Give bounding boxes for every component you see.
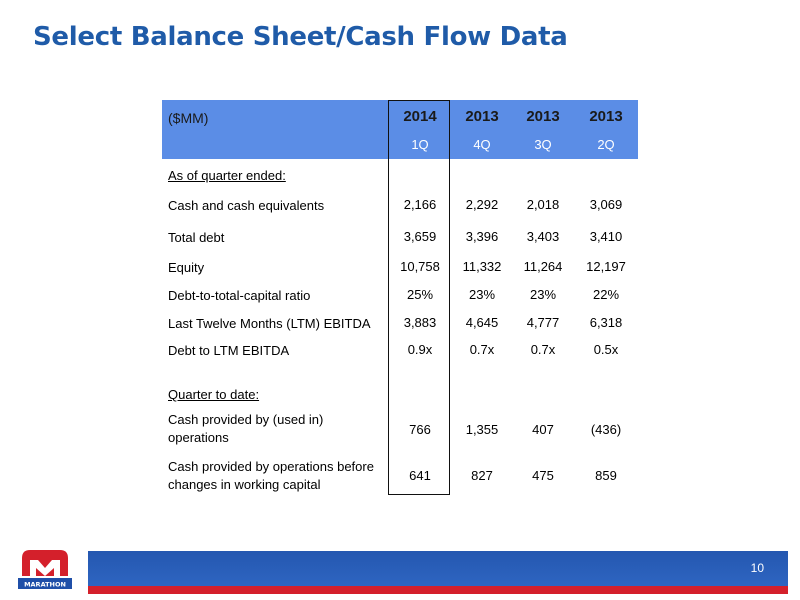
cell-value: 25%: [390, 287, 450, 302]
page-title: Select Balance Sheet/Cash Flow Data: [33, 22, 568, 52]
table-header: ($MM) 2014 2013 2013 2013 1Q 4Q 3Q 2Q: [162, 100, 638, 159]
cell-value: 22%: [574, 287, 638, 302]
row-label: Total debt: [168, 229, 383, 247]
data-table: ($MM) 2014 2013 2013 2013 1Q 4Q 3Q 2Q As…: [162, 100, 638, 501]
cell-value: 10,758: [390, 259, 450, 274]
cell-value: 6,318: [574, 315, 638, 330]
cell-value: 641: [390, 468, 450, 483]
row-label: Cash provided by (used in) operations: [168, 411, 358, 447]
cell-value: 859: [574, 468, 638, 483]
cell-value: 23%: [452, 287, 512, 302]
cell-value: 0.7x: [511, 342, 575, 357]
row-label: Cash and cash equivalents: [168, 197, 383, 215]
row-label: Debt to LTM EBITDA: [168, 342, 383, 360]
page-number: 10: [751, 561, 764, 575]
cell-value: (436): [574, 422, 638, 437]
column-quarter: 1Q: [390, 137, 450, 152]
column-quarter: 4Q: [452, 137, 512, 152]
cell-value: 11,332: [452, 259, 512, 274]
cell-value: 11,264: [511, 259, 575, 274]
footer-stripe: [88, 586, 788, 594]
cell-value: 766: [390, 422, 450, 437]
column-year: 2013: [452, 108, 512, 125]
cell-value: 1,355: [452, 422, 512, 437]
cell-value: 407: [511, 422, 575, 437]
column-year: 2013: [511, 108, 575, 125]
cell-value: 0.5x: [574, 342, 638, 357]
cell-value: 4,777: [511, 315, 575, 330]
cell-value: 3,403: [511, 229, 575, 244]
section-heading: Quarter to date:: [168, 386, 383, 404]
cell-value: 2,292: [452, 197, 512, 212]
row-label: Last Twelve Months (LTM) EBITDA: [168, 315, 383, 333]
cell-value: 475: [511, 468, 575, 483]
column-year: 2013: [574, 108, 638, 125]
column-year: 2014: [390, 108, 450, 125]
cell-value: 23%: [511, 287, 575, 302]
cell-value: 4,645: [452, 315, 512, 330]
table-body: As of quarter ended: Cash and cash equiv…: [162, 159, 638, 501]
row-label: Equity: [168, 259, 383, 277]
cell-value: 0.7x: [452, 342, 512, 357]
cell-value: 3,659: [390, 229, 450, 244]
section-heading: As of quarter ended:: [168, 167, 383, 185]
unit-label: ($MM): [168, 110, 208, 126]
marathon-logo: MARATHON: [16, 546, 74, 594]
row-label: Debt-to-total-capital ratio: [168, 287, 383, 305]
cell-value: 3,069: [574, 197, 638, 212]
footer-bar: 10: [88, 551, 788, 588]
cell-value: 12,197: [574, 259, 638, 274]
cell-value: 3,883: [390, 315, 450, 330]
column-quarter: 2Q: [574, 137, 638, 152]
column-quarter: 3Q: [511, 137, 575, 152]
cell-value: 2,018: [511, 197, 575, 212]
svg-text:MARATHON: MARATHON: [24, 581, 66, 589]
cell-value: 2,166: [390, 197, 450, 212]
cell-value: 3,396: [452, 229, 512, 244]
cell-value: 0.9x: [390, 342, 450, 357]
cell-value: 3,410: [574, 229, 638, 244]
cell-value: 827: [452, 468, 512, 483]
row-label: Cash provided by operations before chang…: [168, 458, 390, 494]
